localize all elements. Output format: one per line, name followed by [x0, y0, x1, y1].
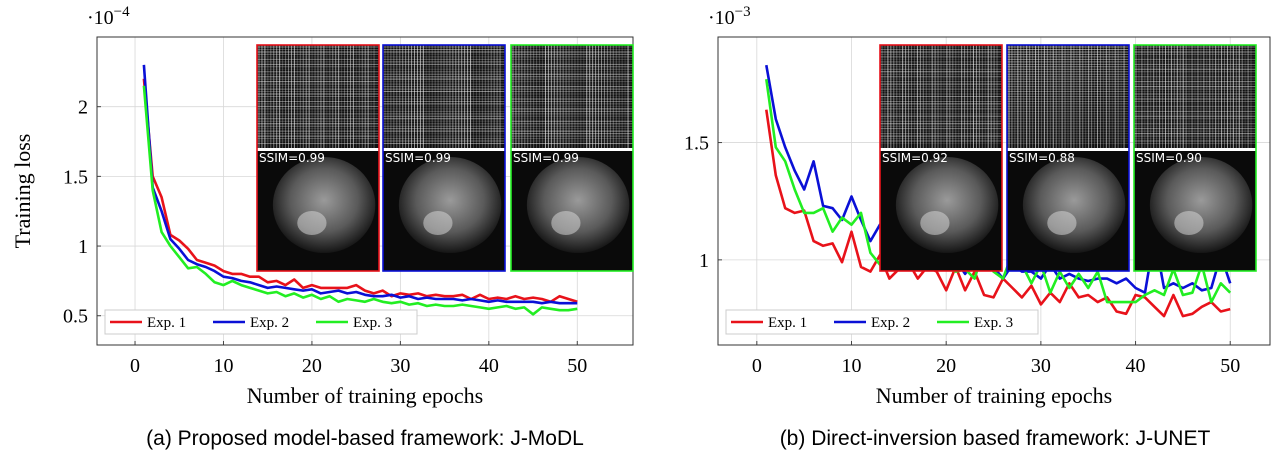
inset-label: SSIM=0.92: [882, 151, 948, 165]
inset: SSIM=0.99: [382, 44, 506, 272]
inset-label: SSIM=0.88: [1009, 151, 1075, 165]
x-tick-label: 50: [1220, 355, 1240, 377]
inset: SSIM=0.92: [879, 44, 1003, 272]
inset-mask-bg: [511, 45, 633, 148]
inset-brain-detail: [551, 211, 581, 235]
caption: (a) Proposed model-based framework: J-Mo…: [146, 427, 584, 450]
inset-separator: [257, 148, 379, 151]
caption: (b) Direct-inversion based framework: J-…: [780, 427, 1211, 450]
inset-mask-bg: [1134, 45, 1256, 148]
inset-brain-detail: [1174, 211, 1204, 235]
inset-brain-detail: [423, 211, 453, 235]
inset: SSIM=0.90: [1133, 44, 1257, 272]
inset-frame: [1006, 44, 1130, 272]
inset-brain: [272, 157, 376, 253]
x-tick-label: 0: [130, 355, 140, 377]
y-scale-base: ·10: [87, 7, 114, 29]
x-tick-label: 30: [390, 355, 410, 377]
inset-frame: [879, 44, 1003, 272]
inset-brain-detail: [1047, 211, 1077, 235]
inset-frame: [256, 44, 380, 272]
y-tick-label: 2: [78, 97, 88, 119]
inset-mask-bg: [1007, 45, 1129, 148]
inset-brain: [526, 157, 630, 253]
inset-frame: [1133, 44, 1257, 272]
inset-label: SSIM=0.99: [513, 151, 579, 165]
x-tick-label: 20: [936, 355, 956, 377]
x-axis-label: Number of training epochs: [876, 383, 1112, 408]
x-axis-label: Number of training epochs: [247, 383, 483, 408]
y-scale-base: ·10: [708, 7, 735, 29]
inset-brain: [895, 157, 999, 253]
legend-box: [104, 309, 418, 335]
legend-box: [725, 309, 1039, 335]
inset: SSIM=0.99: [256, 44, 380, 272]
legend-label: Exp. 2: [871, 315, 910, 331]
y-tick-label: 0.5: [63, 306, 88, 328]
inset-mask-bg: [257, 45, 379, 148]
inset-separator: [880, 148, 1002, 151]
inset-mask-bg: [880, 45, 1002, 148]
y-tick-label: 1: [78, 236, 88, 258]
legend-label: Exp. 1: [147, 315, 186, 331]
x-tick-label: 10: [842, 355, 862, 377]
inset-brain: [1149, 157, 1253, 253]
x-tick-label: 50: [567, 355, 587, 377]
inset-frame: [510, 44, 634, 272]
x-tick-label: 10: [213, 355, 233, 377]
y-tick-label: 1.5: [684, 133, 709, 155]
legend-label: Exp. 2: [250, 315, 289, 331]
legend-label: Exp. 3: [974, 315, 1013, 331]
y-scale: ·10−3: [708, 4, 751, 29]
y-scale-exponent: −3: [735, 4, 751, 20]
inset-separator: [1134, 148, 1256, 151]
x-tick-label: 0: [752, 355, 762, 377]
inset: SSIM=0.99: [510, 44, 634, 272]
series-line: [142, 85, 578, 316]
series-line: [142, 78, 578, 304]
inset-separator: [383, 148, 505, 151]
legend-label: Exp. 3: [353, 315, 392, 331]
y-scale-exponent: −4: [114, 4, 130, 20]
inset-brain-detail: [297, 211, 327, 235]
y-tick-label: 1: [699, 250, 709, 272]
inset-label: SSIM=0.99: [385, 151, 451, 165]
inset: SSIM=0.88: [1006, 44, 1130, 272]
inset-brain: [398, 157, 502, 253]
inset-brain: [1022, 157, 1126, 253]
inset-mask-bg: [383, 45, 505, 148]
inset-brain-detail: [920, 211, 950, 235]
x-tick-label: 30: [1031, 355, 1051, 377]
y-tick-label: 1.5: [63, 166, 88, 188]
plot-frame: [717, 36, 1271, 346]
series-line: [142, 64, 578, 305]
y-scale: ·10−4: [87, 4, 130, 29]
inset-label: SSIM=0.99: [259, 151, 325, 165]
x-tick-label: 20: [302, 355, 322, 377]
series-line: [765, 79, 1232, 304]
y-axis-label: Training loss: [10, 134, 35, 249]
inset-frame: [382, 44, 506, 272]
legend-label: Exp. 1: [768, 315, 807, 331]
x-tick-label: 40: [479, 355, 499, 377]
inset-separator: [511, 148, 633, 151]
inset-label: SSIM=0.90: [1136, 151, 1202, 165]
x-tick-label: 40: [1126, 355, 1146, 377]
inset-separator: [1007, 148, 1129, 151]
series-line: [765, 109, 1231, 318]
